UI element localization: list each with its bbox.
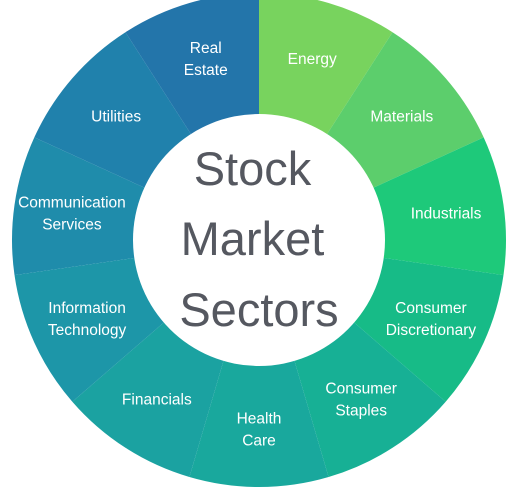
sector-label: Energy bbox=[288, 51, 337, 68]
sector-label-line: Consumer bbox=[325, 380, 397, 397]
sector-segment bbox=[125, 0, 259, 136]
sector-label: Information Technology bbox=[48, 300, 127, 339]
sector-segment bbox=[14, 257, 166, 402]
sector-label: Materials bbox=[370, 109, 433, 126]
sector-segment bbox=[371, 137, 506, 276]
sector-label: Financials bbox=[122, 391, 192, 408]
sector-label-line: Staples bbox=[335, 402, 387, 419]
sector-segment bbox=[326, 32, 484, 189]
sector-label: Industrials bbox=[411, 206, 482, 223]
sector-label-line: Consumer bbox=[395, 300, 467, 317]
sector-label-line: Information bbox=[48, 300, 126, 317]
sector-label-line: Communication bbox=[18, 195, 126, 212]
center-title: Stock Market Sectors bbox=[179, 142, 338, 336]
sector-label-line: Technology bbox=[48, 322, 127, 339]
sector-label: Communication Services bbox=[18, 195, 126, 234]
sector-label: Utilities bbox=[91, 109, 141, 126]
sector-label-line: Financials bbox=[122, 391, 192, 408]
sector-label-line: Health bbox=[237, 411, 282, 428]
sector-label-line: Industrials bbox=[411, 206, 482, 223]
sector-label: Real Estate bbox=[184, 40, 228, 79]
sector-label-line: Real bbox=[190, 40, 222, 57]
sector-segments bbox=[12, 0, 506, 487]
center-title-line-3: Sectors bbox=[179, 283, 338, 336]
sector-labels: Energy Materials Industrials Consumer Discre… bbox=[18, 40, 482, 449]
sector-segment bbox=[12, 137, 147, 276]
sector-label-line: Utilities bbox=[91, 109, 141, 126]
sector-segment bbox=[189, 358, 329, 487]
sector-label-line: Energy bbox=[288, 51, 337, 68]
sector-label: Consumer Discretionary bbox=[386, 300, 477, 339]
sector-label-line: Care bbox=[242, 433, 276, 450]
center-circle bbox=[133, 114, 385, 366]
sector-label-line: Materials bbox=[370, 109, 433, 126]
sector-segment bbox=[293, 321, 446, 477]
sector-segment bbox=[34, 32, 192, 189]
sector-label: Consumer Staples bbox=[325, 380, 397, 419]
sector-segment bbox=[72, 321, 225, 477]
sector-label-line: Services bbox=[42, 217, 102, 234]
sector-segment bbox=[259, 0, 393, 136]
sector-segment bbox=[352, 257, 504, 402]
sector-label-line: Discretionary bbox=[386, 322, 477, 339]
center-title-line-2: Market bbox=[181, 212, 325, 265]
sector-label: Health Care bbox=[237, 411, 282, 450]
sector-label-line: Estate bbox=[184, 62, 228, 79]
center-title-line-1: Stock bbox=[194, 142, 312, 195]
